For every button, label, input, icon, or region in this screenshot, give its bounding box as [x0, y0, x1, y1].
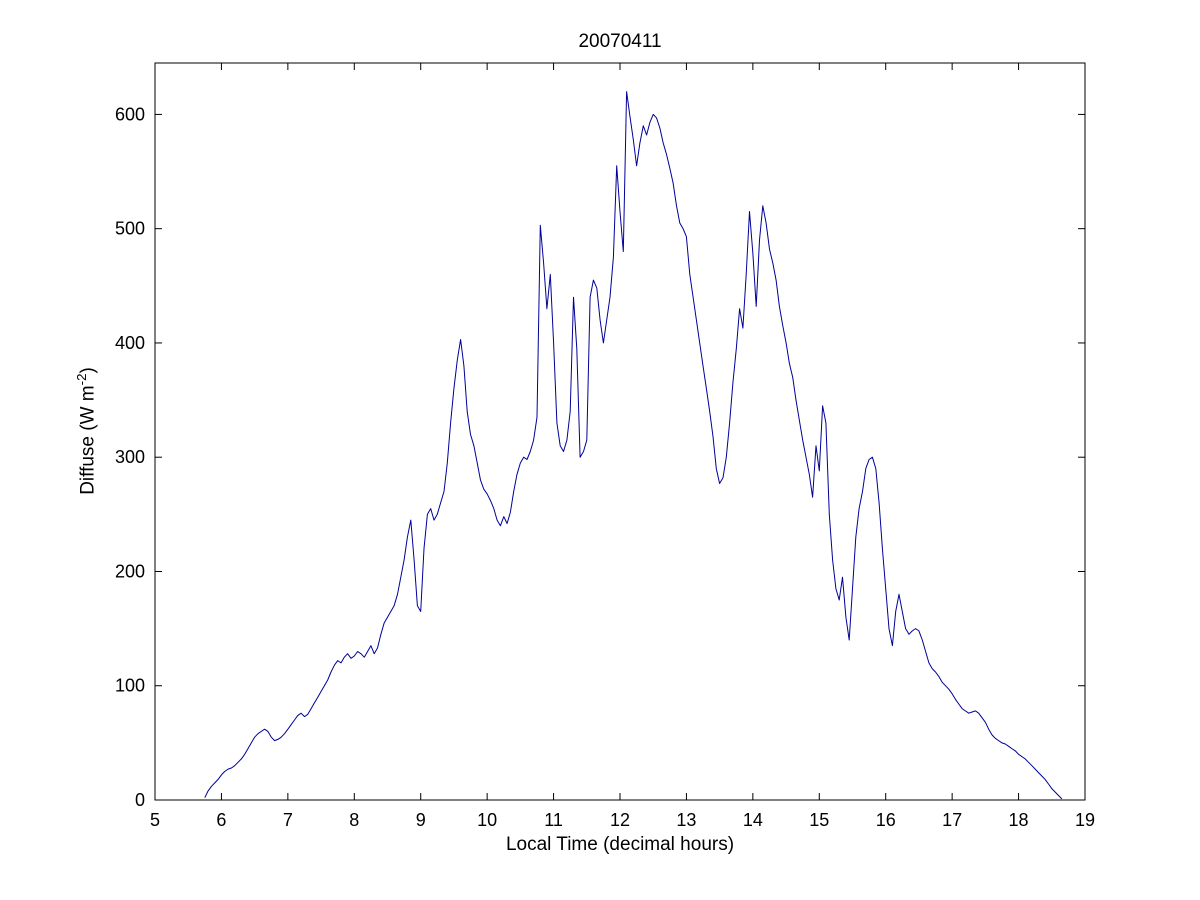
- x-tick-label: 7: [283, 810, 293, 830]
- x-axis-label: Local Time (decimal hours): [505, 834, 735, 855]
- y-tick-label: 200: [115, 561, 145, 581]
- x-tick-label: 10: [477, 810, 497, 830]
- y-tick-label: 500: [115, 219, 145, 239]
- y-tick-label: 300: [115, 447, 145, 467]
- x-tick-label: 15: [809, 810, 829, 830]
- x-tick-label: 17: [942, 810, 962, 830]
- x-tick-label: 11: [544, 810, 563, 830]
- y-tick-label: 600: [115, 104, 145, 124]
- y-tick-label: 0: [135, 790, 145, 810]
- x-tick-label: 14: [743, 810, 763, 830]
- x-tick-label: 19: [1075, 810, 1095, 830]
- x-tick-label: 13: [676, 810, 696, 830]
- y-tick-label: 100: [115, 676, 145, 696]
- x-tick-label: 9: [416, 810, 426, 830]
- y-tick-label: 400: [115, 333, 145, 353]
- x-tick-label: 16: [876, 810, 896, 830]
- x-tick-label: 8: [349, 810, 359, 830]
- x-tick-label: 18: [1009, 810, 1029, 830]
- x-tick-label: 6: [216, 810, 226, 830]
- chart-title: 20070411: [578, 31, 662, 52]
- plot-box: [154, 62, 1086, 801]
- x-tick-label: 5: [150, 810, 160, 830]
- x-tick-label: 12: [610, 810, 630, 830]
- data-line: [204, 91, 1063, 800]
